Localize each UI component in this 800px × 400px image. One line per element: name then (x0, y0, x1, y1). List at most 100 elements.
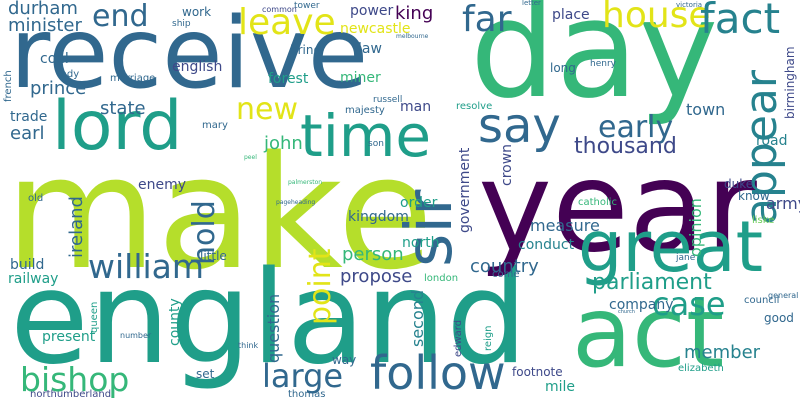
word-mile: mile (545, 379, 576, 395)
word-north: north (402, 235, 440, 251)
word-thousand: thousand (574, 134, 677, 159)
word-elizabeth: elizabeth (678, 363, 724, 374)
word-government: government (457, 147, 473, 233)
word-order: order (400, 195, 438, 211)
word-time: time (300, 102, 432, 170)
word-road: road (756, 133, 788, 149)
word-queen: queen (89, 301, 100, 333)
word-railway: railway (8, 271, 59, 287)
word-crown: crown (499, 143, 515, 186)
word-edward: edward (453, 319, 464, 357)
word-company: company (609, 297, 674, 313)
word-earl: earl (10, 123, 45, 144)
word-prince: prince (30, 78, 87, 99)
word-ship: ship (172, 19, 191, 29)
word-john: john (264, 133, 303, 154)
word-miner: miner (340, 70, 381, 86)
word-resolve: resolve (456, 101, 493, 112)
word-common: common (262, 5, 297, 14)
word-birmingham: birmingham (783, 46, 797, 119)
word-palmerston: palmerston (288, 179, 323, 186)
word-house: house (602, 0, 711, 36)
word-law: law (358, 41, 382, 57)
word-forest: forest (268, 71, 309, 87)
word-large: large (262, 357, 344, 395)
word-english: english (172, 59, 223, 75)
word-think: think (238, 341, 259, 350)
word-majesty: majesty (345, 105, 385, 116)
word-man: man (400, 99, 432, 115)
word-end: end (92, 0, 149, 34)
word-set: set (196, 367, 215, 381)
word-newcastle: newcastle (340, 21, 411, 37)
word-minister: minister (8, 15, 82, 36)
word-say: say (478, 98, 561, 154)
word-present: present (42, 329, 96, 345)
word-mary: mary (202, 120, 228, 131)
word-fact: fact (700, 0, 781, 43)
word-liske: liske (752, 215, 775, 226)
word-lord: lord (52, 87, 183, 166)
word-victoria: victoria (676, 1, 703, 9)
word-follow: follow (370, 346, 506, 400)
word-early: early (598, 110, 674, 145)
word-council: council (744, 295, 780, 306)
word-measure: measure (530, 216, 600, 235)
word-king: king (395, 3, 434, 24)
word-person: person (342, 244, 404, 265)
word-come: come (492, 269, 520, 280)
word-bishop: bishop (20, 360, 130, 399)
word-army: army (766, 194, 800, 213)
word-lady: lady (58, 69, 80, 80)
word-act: act (572, 276, 725, 390)
word-number: number (120, 331, 152, 340)
word-little: little (200, 249, 227, 263)
word-catholic: catholic (578, 197, 618, 208)
word-letter: letter (522, 0, 541, 7)
word-old: old (28, 193, 44, 204)
word-bring: bring (290, 43, 322, 57)
word-trade: trade (10, 109, 48, 125)
word-england: england (10, 244, 528, 393)
word-day: day (470, 0, 719, 128)
word-footnote: footnote (512, 365, 563, 379)
word-place: place (552, 7, 590, 23)
word-town: town (686, 100, 726, 119)
word-william: william (88, 247, 205, 286)
word-general: general (768, 291, 799, 300)
word-county: county (167, 298, 183, 346)
word-kingdom: kingdom (348, 209, 409, 225)
word-coal: coal (40, 51, 69, 67)
word-propose: propose (340, 266, 413, 287)
word-jane: jane (676, 253, 696, 263)
word-enemy: enemy (138, 177, 187, 193)
word-question: question (264, 293, 283, 363)
word-good: good (764, 311, 794, 325)
word-far: far (462, 0, 512, 40)
word-year: year (478, 135, 757, 280)
word-thomas: thomas (288, 389, 326, 400)
word-russell: russell (373, 95, 403, 105)
word-case: case (652, 285, 726, 323)
word-marriage: marriage (110, 73, 156, 84)
word-build: build (10, 257, 45, 273)
word-son: son (368, 139, 384, 149)
word-point: point (303, 248, 338, 325)
word-duke: duke (724, 177, 754, 191)
word-opinion: opinion (686, 198, 705, 257)
word-pageheading: pageheading (276, 199, 316, 206)
word-new: new (236, 92, 299, 127)
word-way: way (332, 353, 357, 367)
word-power: power (350, 3, 394, 19)
word-london: london (424, 273, 459, 284)
word-tower: tower (294, 1, 320, 11)
word-long: long (550, 61, 576, 75)
word-church: church (618, 309, 635, 315)
word-french: french (3, 70, 14, 102)
word-conduct: conduct (518, 237, 575, 253)
word-peel: peel (244, 154, 257, 161)
word-durham: durham (8, 0, 78, 19)
word-northumberland: northumberland (30, 389, 112, 400)
word-know: know (738, 189, 770, 203)
